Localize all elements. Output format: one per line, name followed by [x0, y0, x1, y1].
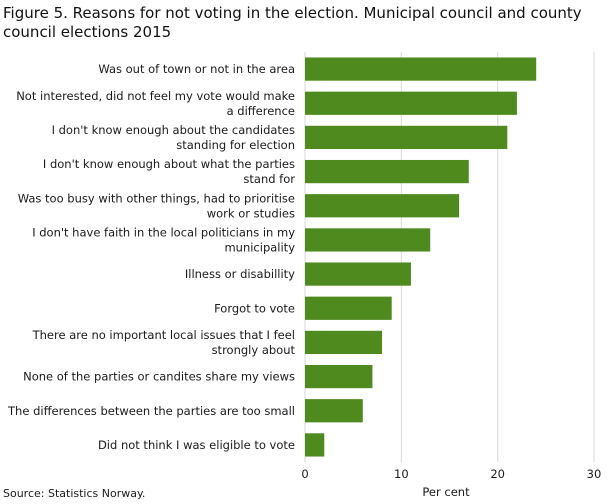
gridlines	[304, 52, 595, 462]
bar	[305, 330, 383, 355]
chart-title: Figure 5. Reasons for not voting in the …	[3, 4, 582, 41]
source-note: Source: Statistics Norway.	[3, 487, 146, 500]
category-label: Did not think I was eligible to vote	[98, 438, 295, 452]
category-label: work or studies	[207, 206, 295, 220]
category-label: There are no important local issues that…	[32, 328, 295, 342]
category-label: a difference	[227, 104, 295, 118]
x-axis-ticks: 0 10 20 30	[301, 467, 601, 481]
category-labels: Was out of town or not in the area Not in…	[7, 62, 295, 452]
bar	[305, 399, 363, 423]
bar	[305, 228, 431, 252]
bar	[305, 296, 392, 320]
bar	[305, 159, 469, 184]
x-tick-label: 10	[394, 467, 409, 481]
bar	[305, 262, 411, 286]
category-label: None of the parties or candites share my…	[23, 370, 295, 384]
category-label: Illness or disabillity	[185, 267, 295, 281]
bar	[305, 194, 460, 218]
bar	[305, 433, 325, 457]
category-label: I don't know enough about the candidates	[52, 123, 295, 137]
category-label: standing for election	[176, 138, 295, 152]
category-label: Was out of town or not in the area	[98, 62, 295, 76]
bar	[305, 125, 508, 150]
category-label: I don't have faith in the local politici…	[32, 225, 295, 239]
x-axis-title: Per cent	[422, 485, 470, 499]
x-tick-label: 0	[301, 467, 308, 481]
bar	[305, 364, 373, 389]
category-label: strongly about	[212, 343, 296, 357]
bars	[305, 57, 537, 457]
x-tick-label: 20	[490, 467, 505, 481]
category-label: stand for	[243, 172, 295, 186]
category-label: Was too busy with other things, had to p…	[18, 191, 295, 205]
bar	[305, 57, 537, 81]
x-tick-label: 30	[587, 467, 602, 481]
category-label: Forgot to vote	[214, 301, 295, 315]
bar	[305, 91, 517, 115]
category-label: The differences between the parties are …	[7, 404, 295, 418]
category-label: I don't know enough about what the parti…	[43, 157, 295, 171]
category-label: Not interested, did not feel my vote wou…	[16, 89, 295, 103]
category-label: municipality	[224, 240, 295, 254]
